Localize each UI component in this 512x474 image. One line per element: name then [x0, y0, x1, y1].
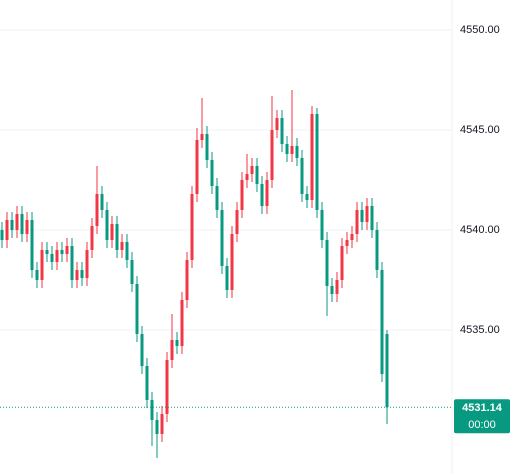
candle-body	[295, 146, 299, 158]
candle-body	[170, 340, 174, 360]
candle-body	[315, 114, 319, 210]
candle-body	[230, 234, 234, 290]
candle-body	[50, 254, 54, 262]
candle-body	[280, 118, 284, 144]
candle-body	[245, 174, 249, 180]
candle-body	[70, 246, 74, 280]
candle-body	[150, 400, 154, 420]
candle-body	[115, 224, 119, 250]
candle-body	[75, 270, 79, 280]
candle-body	[20, 214, 24, 234]
candle-body	[380, 270, 384, 374]
candle-body	[255, 166, 259, 184]
candle-body	[10, 220, 14, 230]
y-tick-label: 4535.00	[460, 324, 500, 336]
candle-body	[195, 140, 199, 194]
countdown-label: 00:00	[468, 419, 496, 431]
candle-body	[0, 230, 4, 240]
candle-body	[220, 210, 224, 266]
candle-body	[365, 206, 369, 222]
candle-body	[130, 260, 134, 284]
candle-body	[250, 166, 254, 174]
candle-body	[205, 134, 209, 160]
candle-body	[210, 160, 214, 186]
candle-body	[285, 144, 289, 154]
candle-body	[140, 334, 144, 366]
candle-body	[375, 230, 379, 270]
candle-body	[360, 210, 364, 222]
candle-body	[15, 214, 19, 230]
candle-body	[145, 366, 149, 400]
candle-body	[105, 210, 109, 240]
candle-body	[95, 194, 99, 226]
candle-body	[35, 270, 39, 280]
candle-body	[340, 246, 344, 280]
candle-body	[65, 246, 69, 254]
candle-body	[350, 234, 354, 240]
last-price-label: 4531.14	[462, 402, 503, 414]
candle-body	[355, 210, 359, 234]
candle-body	[335, 280, 339, 294]
candle-body	[30, 220, 34, 270]
candle-body	[125, 242, 129, 260]
candle-body	[155, 420, 159, 434]
candle-body	[325, 240, 329, 286]
candle-body	[190, 194, 194, 260]
y-tick-label: 4550.00	[460, 24, 500, 36]
candle-body	[40, 250, 44, 280]
y-tick-label: 4540.00	[460, 224, 500, 236]
candle-body	[200, 134, 204, 140]
y-tick-label: 4545.00	[460, 124, 500, 136]
candle-body	[370, 206, 374, 230]
candle-body	[310, 114, 314, 200]
candle-body	[90, 226, 94, 250]
candle-body	[265, 180, 269, 206]
candle-body	[160, 414, 164, 434]
candle-body	[240, 180, 244, 210]
candle-body	[330, 286, 334, 294]
candle-body	[60, 250, 64, 254]
candle-body	[55, 250, 59, 262]
candle-body	[25, 220, 29, 234]
candle-body	[135, 284, 139, 334]
candle-body	[180, 300, 184, 346]
candle-body	[235, 210, 239, 234]
candle-body	[185, 260, 189, 300]
candle-body	[100, 194, 104, 210]
candle-body	[225, 266, 229, 290]
candle-body	[215, 186, 219, 210]
candle-body	[275, 118, 279, 130]
candle-body	[270, 130, 274, 180]
candle-body	[320, 210, 324, 240]
candle-body	[290, 146, 294, 154]
candle-body	[175, 340, 179, 346]
candle-body	[300, 158, 304, 194]
last-price-box	[454, 399, 510, 434]
candle-body	[85, 250, 89, 278]
candle-body	[385, 334, 389, 408]
candle-body	[345, 240, 349, 246]
candle-body	[305, 194, 309, 200]
candle-body	[260, 184, 264, 206]
candle-body	[5, 220, 9, 240]
candle-body	[80, 270, 84, 278]
candle-body	[110, 224, 114, 240]
candle-body	[165, 360, 169, 414]
candle-body	[120, 242, 124, 250]
candle-body	[45, 250, 49, 254]
